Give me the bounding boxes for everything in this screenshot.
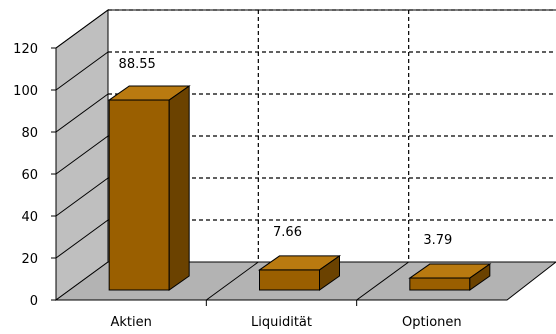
side-gridline — [55, 219, 109, 259]
side-gridline — [55, 93, 109, 133]
y-axis: 0 20 40 60 80 100 120 — [13, 42, 57, 309]
bars — [107, 85, 492, 291]
side-gridline — [55, 177, 109, 217]
bar-side — [168, 85, 190, 291]
bar-front — [409, 277, 471, 291]
floor-separator — [206, 261, 259, 301]
y-tick-label: 120 — [13, 42, 38, 57]
x-axis: Aktien Liquidität Optionen — [56, 299, 507, 330]
y-tick-label: 80 — [21, 126, 38, 141]
bar-side — [319, 254, 340, 291]
side-gridline — [55, 9, 109, 49]
bar-front — [259, 269, 320, 291]
x-tick-label: Aktien — [110, 315, 151, 329]
floor-separator — [356, 261, 409, 301]
bar-side — [469, 263, 491, 291]
data-label: 88.55 — [119, 57, 156, 72]
data-label: 3.79 — [423, 233, 452, 248]
y-tick-label: 100 — [13, 84, 38, 99]
side-gridline — [55, 51, 109, 91]
x-tick-label: Liquidität — [251, 315, 312, 329]
side-gridline — [55, 135, 109, 175]
y-tick-label: 20 — [21, 252, 38, 267]
bar-front — [108, 99, 170, 291]
y-tick-label: 0 — [30, 294, 38, 309]
y-tick-label: 60 — [21, 168, 38, 183]
data-labels: 88.55 7.66 3.79 — [119, 57, 453, 248]
data-label: 7.66 — [273, 225, 302, 240]
gridlines — [55, 9, 556, 301]
x-tick-label: Optionen — [402, 315, 462, 329]
y-tick-label: 40 — [21, 210, 38, 225]
